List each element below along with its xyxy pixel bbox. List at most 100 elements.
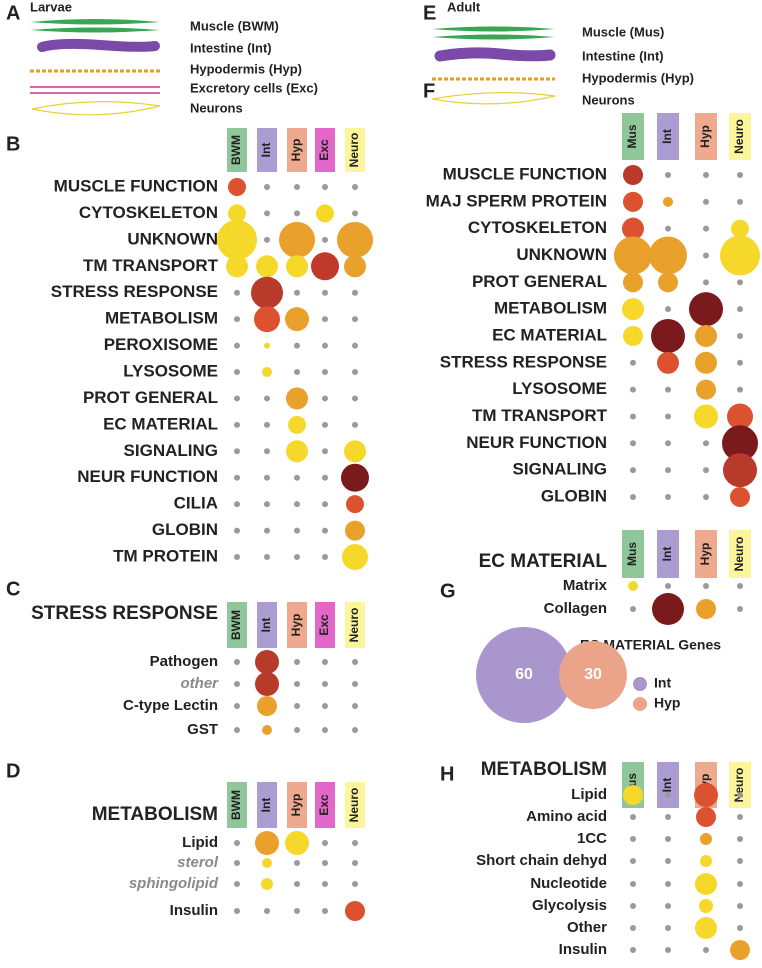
bubble bbox=[723, 453, 757, 488]
row-label: TM PROTEIN bbox=[113, 547, 218, 566]
empty-dot bbox=[352, 727, 358, 733]
row-label: EC MATERIAL bbox=[103, 414, 218, 433]
bubble bbox=[651, 318, 685, 353]
empty-dot bbox=[630, 858, 636, 864]
column-header-box bbox=[622, 530, 644, 578]
column-header-box bbox=[695, 530, 717, 578]
bubble bbox=[658, 272, 678, 293]
empty-dot bbox=[737, 332, 743, 339]
legend-label: Excretory cells (Exc) bbox=[190, 80, 318, 95]
bubble bbox=[255, 831, 279, 855]
bubble bbox=[316, 204, 334, 223]
empty-dot bbox=[665, 440, 671, 447]
bubble bbox=[695, 917, 717, 939]
empty-dot bbox=[234, 342, 240, 349]
bubble bbox=[264, 342, 270, 349]
column-header: Exc bbox=[317, 614, 331, 636]
row-label: sphingolipid bbox=[129, 875, 219, 892]
row-label: 1CC bbox=[577, 830, 607, 847]
bubble bbox=[628, 581, 638, 591]
empty-dot bbox=[630, 386, 636, 393]
column-header-box bbox=[287, 602, 307, 648]
empty-dot bbox=[630, 881, 636, 887]
legend-label: Neurons bbox=[582, 92, 635, 107]
empty-dot bbox=[630, 440, 636, 447]
empty-dot bbox=[294, 681, 300, 687]
column-header-box bbox=[695, 113, 717, 160]
empty-dot bbox=[294, 342, 300, 349]
column-header-box bbox=[257, 128, 277, 172]
bubble bbox=[727, 403, 753, 430]
column-header: Hyp bbox=[289, 139, 303, 162]
empty-dot bbox=[352, 289, 358, 296]
empty-dot bbox=[737, 359, 743, 366]
empty-dot bbox=[322, 703, 328, 709]
empty-dot bbox=[322, 369, 328, 376]
empty-dot bbox=[322, 236, 328, 243]
column-header-box bbox=[287, 128, 307, 172]
empty-dot bbox=[703, 493, 709, 500]
empty-dot bbox=[264, 210, 270, 217]
bubble bbox=[255, 650, 279, 674]
bubble bbox=[346, 495, 364, 514]
panel-letter: H bbox=[440, 763, 454, 785]
empty-dot bbox=[703, 440, 709, 447]
bubble bbox=[622, 217, 644, 240]
empty-dot bbox=[352, 369, 358, 376]
bubble bbox=[696, 807, 716, 827]
matrix-title: STRESS RESPONSE bbox=[31, 603, 218, 624]
panel-letter: A bbox=[6, 2, 20, 24]
empty-dot bbox=[294, 659, 300, 665]
empty-dot bbox=[234, 501, 240, 508]
legend-label: Hypodermis (Hyp) bbox=[582, 70, 694, 85]
empty-dot bbox=[352, 703, 358, 709]
empty-dot bbox=[737, 925, 743, 931]
intestine-icon bbox=[37, 38, 160, 52]
empty-dot bbox=[234, 395, 240, 402]
empty-dot bbox=[737, 172, 743, 178]
panel-subtitle: Adult bbox=[447, 0, 481, 14]
bubble bbox=[286, 255, 308, 278]
bubble bbox=[251, 276, 283, 309]
column-header: Hyp bbox=[289, 794, 303, 817]
empty-dot bbox=[352, 210, 358, 217]
row-label: LYSOSOME bbox=[512, 379, 607, 398]
row-label: GLOBIN bbox=[541, 486, 607, 505]
empty-dot bbox=[703, 279, 709, 286]
row-label: Nucleotide bbox=[530, 875, 607, 892]
muscle-icon bbox=[30, 19, 160, 25]
empty-dot bbox=[352, 316, 358, 323]
empty-dot bbox=[737, 836, 743, 842]
muscle-icon bbox=[432, 34, 555, 40]
empty-dot bbox=[264, 448, 270, 455]
empty-dot bbox=[264, 474, 270, 481]
row-label: METABOLISM bbox=[105, 309, 218, 328]
legend-swatch bbox=[633, 697, 647, 711]
bubble bbox=[623, 785, 643, 805]
column-header-box bbox=[227, 128, 247, 172]
column-header-box bbox=[315, 602, 335, 648]
venn-value: 30 bbox=[584, 666, 602, 683]
bubble bbox=[730, 486, 750, 507]
bubble bbox=[226, 255, 248, 278]
empty-dot bbox=[352, 860, 358, 866]
bubble bbox=[261, 878, 273, 890]
bubble bbox=[262, 858, 272, 868]
empty-dot bbox=[264, 501, 270, 508]
panel-letter: E bbox=[423, 2, 436, 24]
bubble bbox=[345, 520, 365, 541]
empty-dot bbox=[322, 908, 328, 914]
column-header: Int bbox=[660, 129, 674, 144]
bubble bbox=[649, 236, 687, 275]
bubble bbox=[228, 204, 246, 223]
column-header-box bbox=[345, 602, 365, 648]
empty-dot bbox=[322, 840, 328, 846]
row-label: Glycolysis bbox=[532, 897, 607, 914]
larvae-icons bbox=[30, 19, 161, 116]
column-header: Exc bbox=[317, 794, 331, 816]
row-label: Insulin bbox=[559, 941, 607, 958]
bubble bbox=[730, 940, 750, 960]
empty-dot bbox=[665, 792, 671, 798]
matrix-title: METABOLISM bbox=[92, 804, 218, 825]
empty-dot bbox=[294, 727, 300, 733]
